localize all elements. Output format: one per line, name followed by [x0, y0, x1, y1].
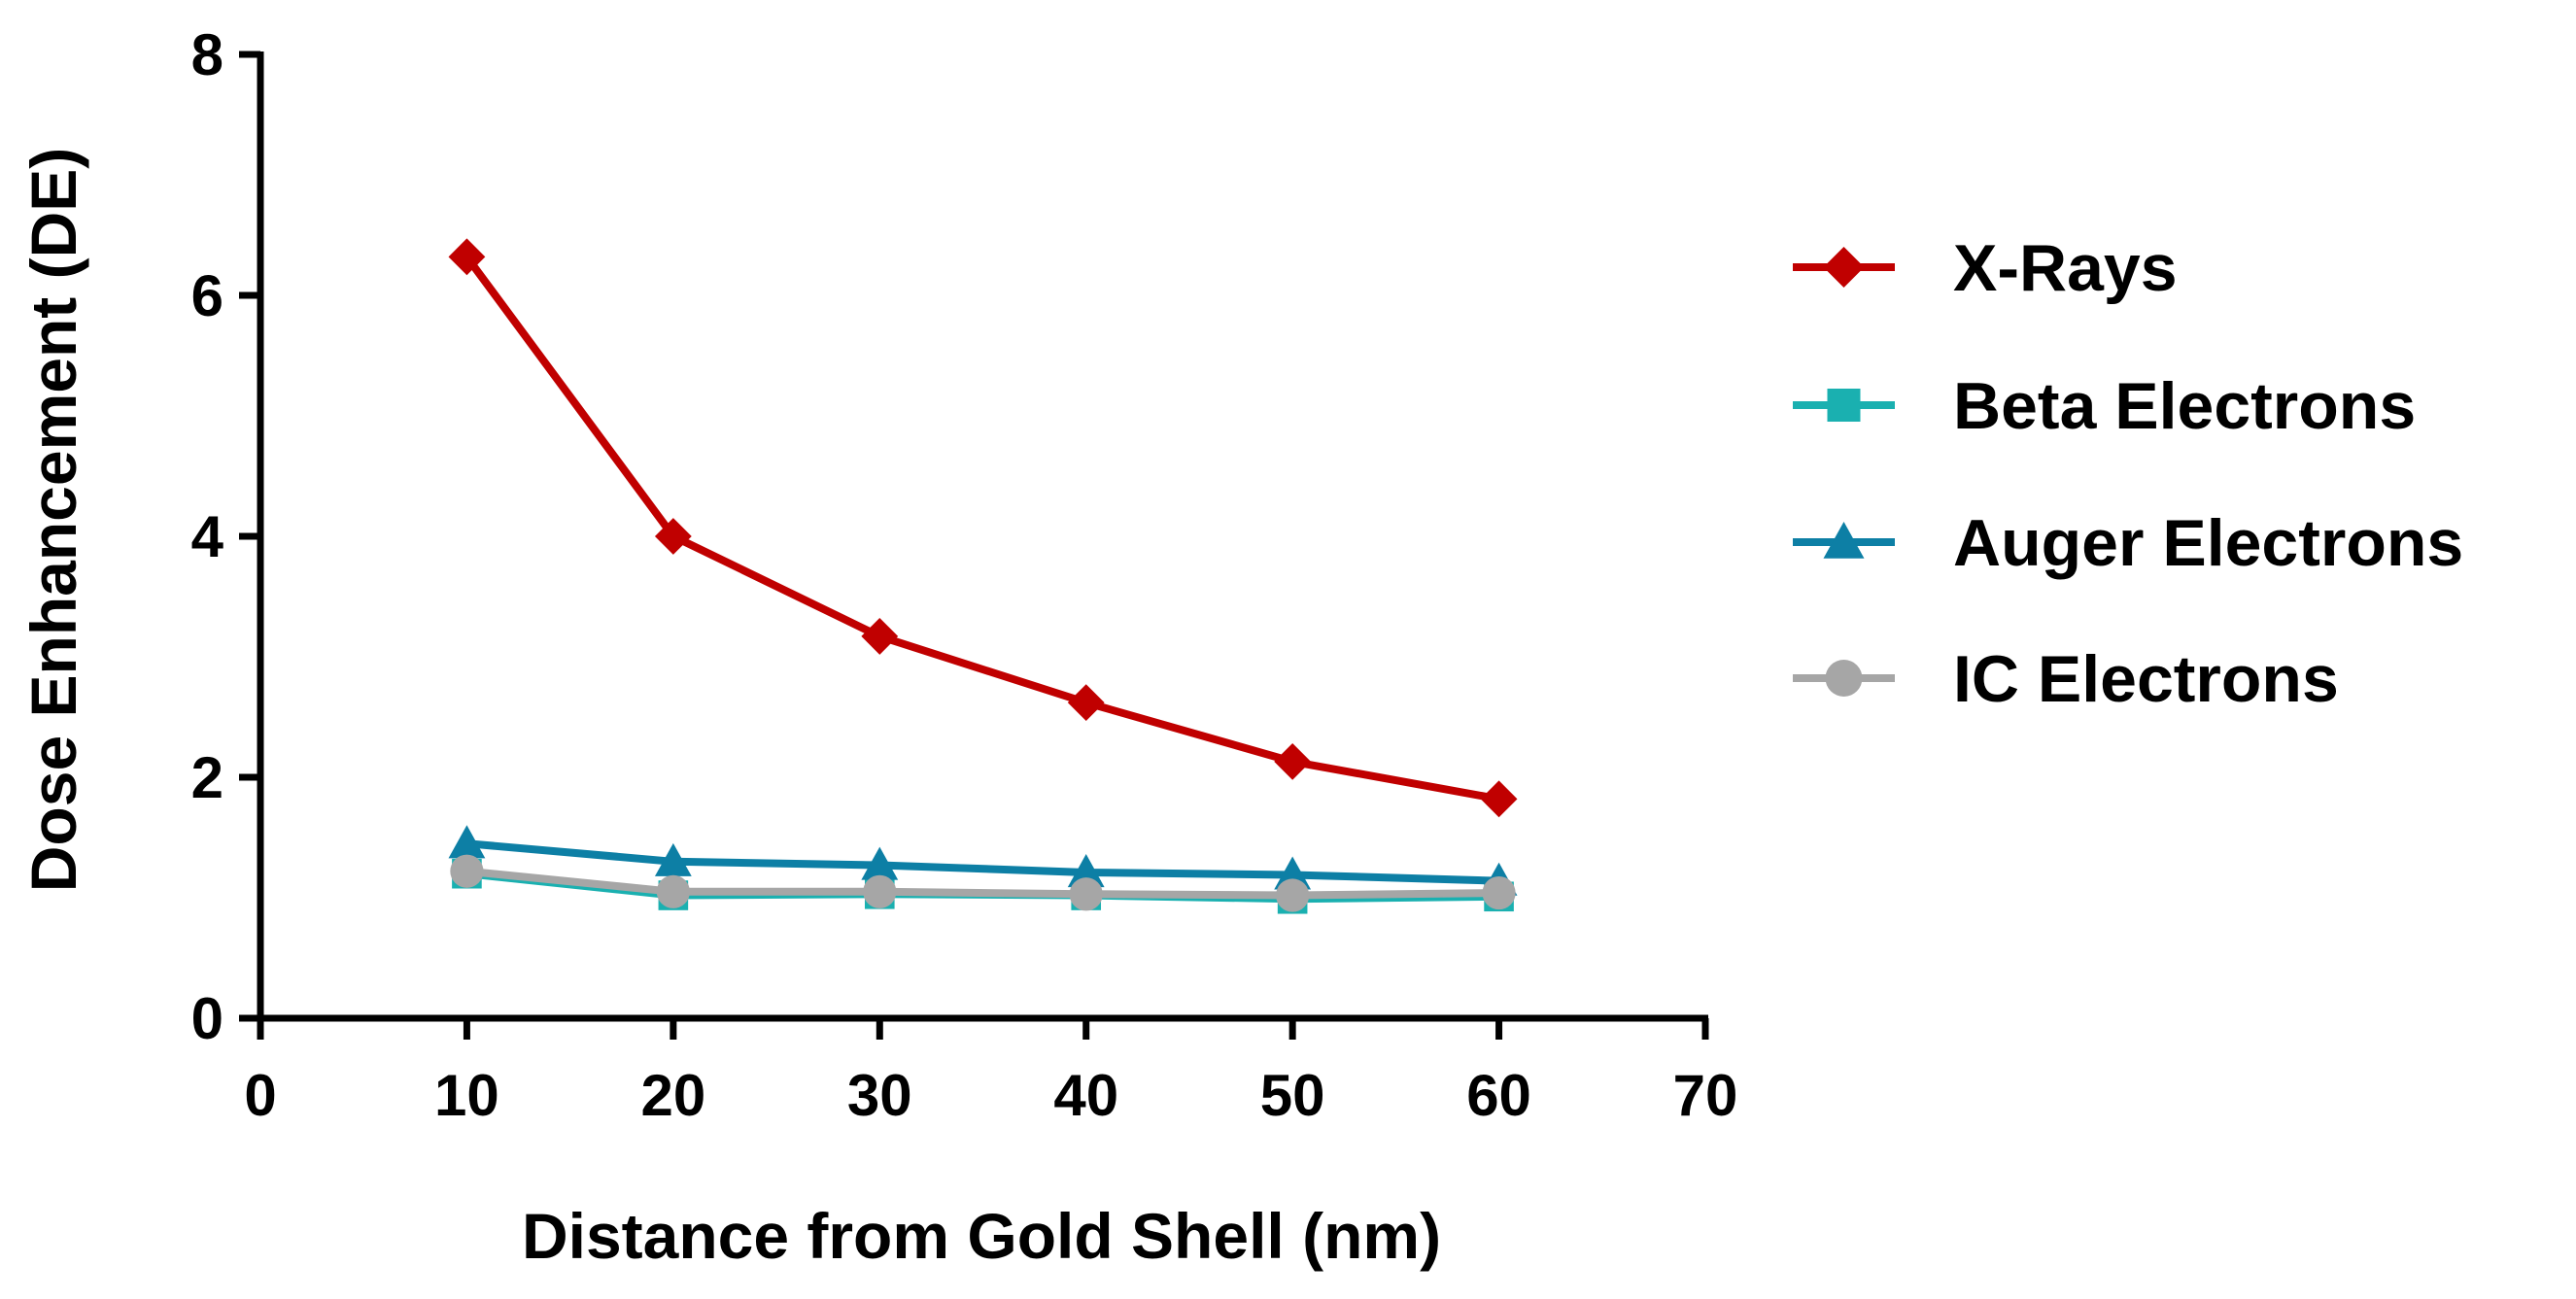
legend-label: Auger Electrons: [1953, 506, 2463, 580]
axes: 0 2 4 6 8 0 10 20 30 40 50 60 70: [191, 22, 1738, 1128]
x-ticks: 0 10 20 30 40 50 60 70: [244, 1018, 1737, 1128]
data-point: [656, 874, 690, 908]
data-point: [654, 518, 692, 555]
data-point: [861, 618, 899, 655]
y-tick-label: 4: [191, 504, 224, 569]
y-tick-label: 0: [191, 986, 223, 1051]
series-line: [466, 839, 1499, 885]
data-point: [861, 846, 899, 880]
legend-item: Beta Electrons: [1793, 369, 2416, 443]
y-tick-label: 8: [191, 22, 223, 87]
data-point: [1069, 877, 1103, 911]
legend-swatch-marker: [1827, 389, 1861, 422]
data-point: [450, 854, 484, 888]
series-line: [466, 867, 1499, 900]
y-tick-label: 2: [191, 745, 223, 810]
data-point: [1067, 684, 1105, 722]
x-tick-label: 20: [640, 1063, 705, 1128]
y-tick-label: 6: [191, 263, 223, 328]
legend-label: X-Rays: [1953, 231, 2178, 305]
x-tick-label: 30: [847, 1063, 912, 1128]
series-ic-electrons: [450, 854, 1516, 912]
x-axis-title: Distance from Gold Shell (nm): [522, 1200, 1441, 1272]
data-point: [1274, 856, 1312, 890]
data-point: [1274, 742, 1312, 780]
data-point: [1480, 780, 1518, 818]
legend-swatch-marker: [1823, 247, 1865, 288]
x-tick-label: 70: [1673, 1063, 1738, 1128]
y-axis-title: Dose Enhancement (DE): [17, 148, 89, 892]
series-line: [464, 254, 1500, 803]
x-tick-label: 50: [1260, 1063, 1325, 1128]
x-tick-label: 60: [1466, 1063, 1531, 1128]
legend: X-Rays Beta Electrons Auger Electrons IC El…: [1793, 231, 2463, 716]
data-point: [448, 825, 486, 859]
data-point: [1482, 875, 1516, 910]
legend-item: Auger Electrons: [1793, 506, 2463, 580]
series-x-rays: [448, 238, 1518, 818]
data-point: [1276, 878, 1310, 912]
y-ticks: 0 2 4 6 8: [191, 22, 260, 1051]
legend-item: IC Electrons: [1793, 642, 2339, 716]
data-point: [654, 842, 692, 876]
legend-label: IC Electrons: [1953, 642, 2339, 716]
legend-item: X-Rays: [1793, 231, 2178, 305]
x-tick-label: 10: [434, 1063, 499, 1128]
data-point: [448, 238, 486, 276]
x-tick-label: 0: [244, 1063, 276, 1128]
x-tick-label: 40: [1053, 1063, 1118, 1128]
data-point: [863, 874, 897, 908]
series-layer: [448, 238, 1518, 914]
legend-label: Beta Electrons: [1953, 369, 2416, 443]
legend-swatch-marker: [1825, 660, 1863, 697]
data-point: [1067, 854, 1105, 888]
legend-swatch-marker: [1823, 522, 1865, 559]
